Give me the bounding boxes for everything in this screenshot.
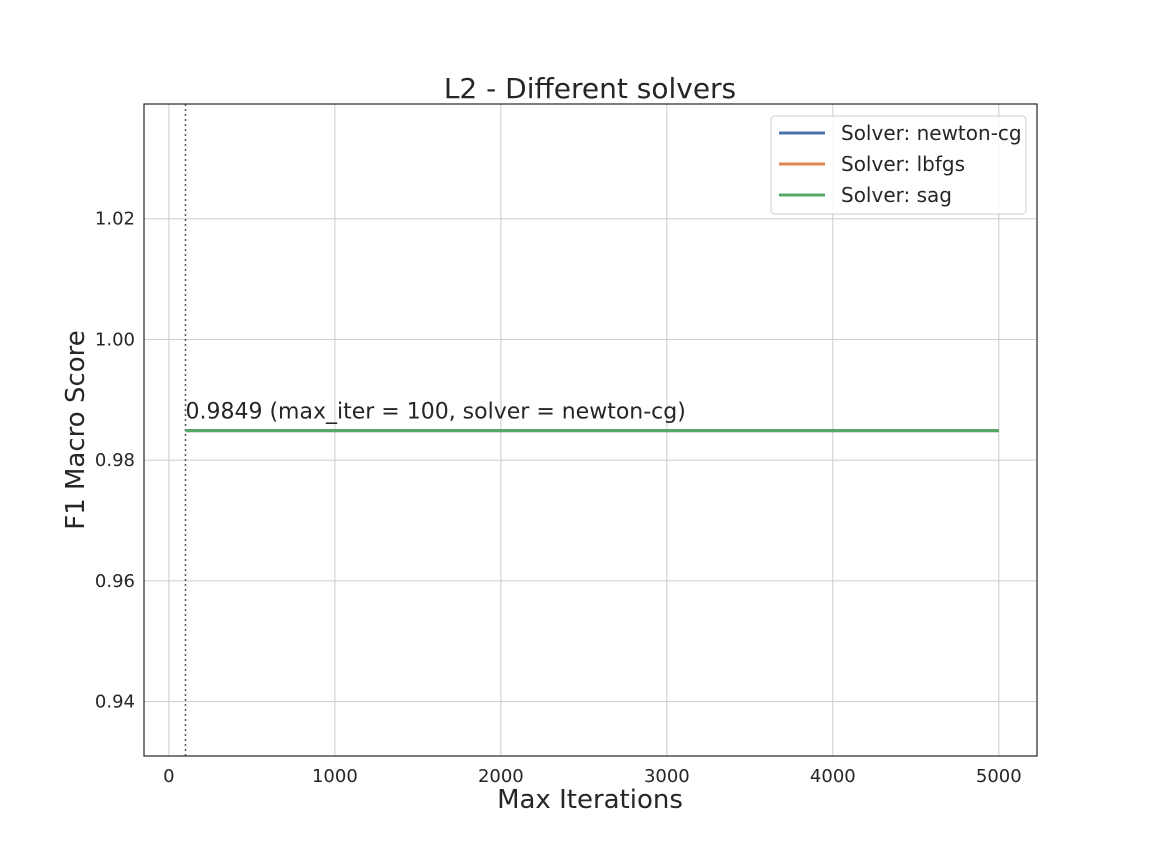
- x-tick-label: 5000: [976, 766, 1022, 787]
- legend-entry: Solver: lbfgs: [841, 152, 965, 176]
- y-tick-label: 0.94: [95, 692, 135, 713]
- x-tick-label: 1000: [312, 766, 358, 787]
- legend-entry: Solver: newton-cg: [841, 121, 1022, 145]
- x-tick-label: 4000: [810, 766, 856, 787]
- x-tick-label: 0: [163, 766, 174, 787]
- y-tick-label: 1.00: [95, 329, 135, 350]
- x-tick-label: 3000: [644, 766, 690, 787]
- x-axis-ticks: 0 1000 2000 3000 4000 5000: [163, 766, 1022, 787]
- x-tick-label: 2000: [478, 766, 524, 787]
- y-axis-label: F1 Macro Score: [61, 330, 91, 530]
- y-tick-label: 0.96: [95, 571, 135, 592]
- legend-box: [770, 115, 1027, 215]
- y-axis-ticks: 0.94 0.96 0.98 1.00 1.02: [95, 209, 135, 713]
- legend: Solver: newton-cg Solver: lbfgs Solver: sa…: [770, 115, 1027, 215]
- legend-entry: Solver: sag: [841, 183, 952, 207]
- best-score-annotation: 0.9849 (max_iter = 100, solver = newton-…: [185, 400, 685, 425]
- chart-title: L2 - Different solvers: [444, 72, 736, 105]
- y-tick-label: 0.98: [95, 450, 135, 471]
- plot-frame: [143, 103, 1038, 757]
- x-axis-label: Max Iterations: [497, 785, 683, 815]
- y-tick-label: 1.02: [95, 209, 135, 230]
